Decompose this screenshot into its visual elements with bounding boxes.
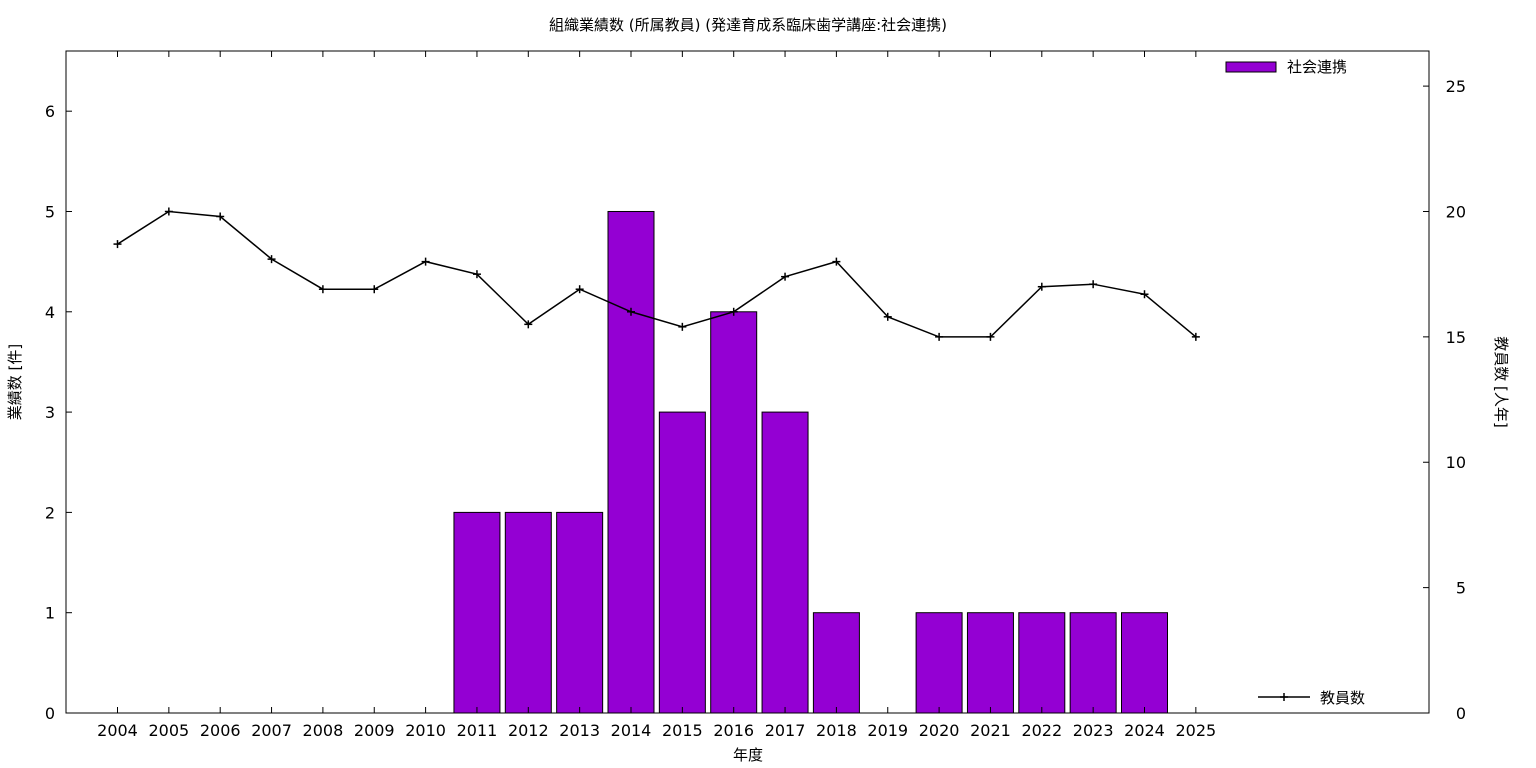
plot-frame [65,50,1430,714]
y-axis-left: 0 1 2 3 4 5 6 [45,102,72,723]
x-tick-label: 2007 [251,721,292,740]
y2-tick-label: 25 [1446,77,1466,96]
line-point-2024 [1140,290,1149,299]
y2-tick-label: 20 [1446,202,1466,221]
y-tick-label: 1 [45,604,55,623]
line-point-2025 [1191,332,1200,341]
y2-axis-label: 教員数 [人年] [1492,336,1510,427]
bar-2023 [1069,612,1117,714]
x-tick-label: 2022 [1021,721,1062,740]
y2-tick-label: 10 [1446,453,1466,472]
bar-2022 [1018,612,1066,714]
x-tick-label: 2004 [97,721,138,740]
line-point-2007 [267,255,276,264]
line-point-2019 [883,312,892,321]
legend-bar: 社会連携 [1225,58,1347,76]
x-tick-label: 2017 [765,721,806,740]
x-tick-label: 2024 [1124,721,1165,740]
x-tick-label: 2010 [405,721,446,740]
x-tick-label: 2021 [970,721,1011,740]
line-point-2013 [575,285,584,294]
x-tick-label: 2019 [867,721,908,740]
line-point-2017 [781,272,790,281]
y-tick-label: 3 [45,403,55,422]
bar-2011 [453,511,501,714]
legend-bar-swatch [1225,61,1277,73]
x-tick-label: 2008 [303,721,344,740]
line-point-2008 [318,285,327,294]
line-point-2016 [729,307,738,316]
line-point-2021 [986,332,995,341]
line-path [117,210,1197,338]
y2-tick-label: 15 [1446,328,1466,347]
line-point-2014 [627,307,635,316]
line-series [113,207,1200,341]
line-point-2015 [678,322,687,331]
x-tick-label: 2018 [816,721,857,740]
legend-line: 教員数 [1258,689,1365,707]
line-point-2023 [1089,280,1098,289]
bar-2013 [556,511,604,714]
bar-2015 [658,411,706,714]
y2-tick-label: 0 [1456,704,1466,723]
y-tick-label: 2 [45,503,55,522]
y-axis-right: 0 5 10 15 20 25 [1423,77,1466,723]
line-point-2010 [421,257,430,266]
x-tick-label: 2005 [148,721,189,740]
x-tick-label: 2006 [200,721,241,740]
line-point-2020 [935,332,944,341]
chart-title: 組織業績数 (所属教員) (発達育成系臨床歯学講座:社会連携) [549,16,947,34]
bar-2017 [761,411,809,714]
x-tick-label: 2014 [611,721,652,740]
line-point-2011 [472,270,481,279]
y-tick-label: 6 [45,102,55,121]
bar-2020 [915,612,963,714]
y-tick-label: 5 [45,202,55,221]
line-point-2012 [524,320,533,329]
legend-line-label: 教員数 [1320,689,1365,707]
line-point-2005 [164,207,173,216]
x-tick-label: 2009 [354,721,395,740]
bar-2021 [966,612,1014,714]
bar-series [453,210,1168,714]
x-tick-label: 2011 [457,721,498,740]
legend-bar-label: 社会連携 [1287,58,1347,76]
y-tick-label: 4 [45,303,55,322]
line-point-2018 [832,257,841,266]
line-point-2009 [370,285,379,294]
bar-2012 [504,511,552,714]
x-axis-label: 年度 [733,746,763,764]
x-tick-label: 2015 [662,721,703,740]
x-tick-label: 2023 [1073,721,1114,740]
bar-2014 [607,210,655,714]
y2-tick-label: 5 [1456,579,1466,598]
y-tick-label: 0 [45,704,55,723]
x-tick-label: 2016 [713,721,754,740]
x-tick-label: 2025 [1175,721,1216,740]
line-point-2004 [113,240,122,249]
line-point-2006 [216,212,225,221]
x-tick-label: 2020 [919,721,960,740]
x-axis: 2004 2005 2006 2007 2008 2009 2010 2011 2012 2013… [97,51,1216,740]
x-tick-label: 2013 [559,721,600,740]
bar-2018 [812,612,860,714]
line-point-2022 [1037,282,1046,291]
y-axis-label: 業績数 [件] [6,344,24,420]
bar-2024 [1121,612,1168,714]
bar-2016 [710,311,758,714]
x-tick-label: 2012 [508,721,549,740]
